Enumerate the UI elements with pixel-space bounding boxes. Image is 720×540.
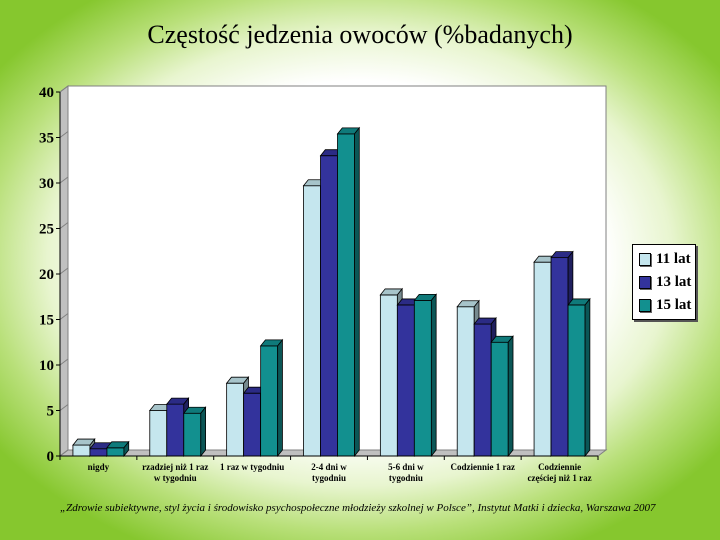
- legend-swatch-15-lat: [639, 298, 651, 312]
- bar-side: [123, 440, 130, 458]
- y-grid-stub: [59, 404, 69, 411]
- legend-swatch-11-lat: [639, 252, 651, 266]
- bar-side: [200, 406, 206, 458]
- bar-front: [396, 304, 415, 457]
- bar-15-lat-3: [336, 126, 361, 458]
- legend-item-15-lat: 15 lat: [639, 295, 691, 315]
- bars-group: [72, 126, 591, 458]
- y-tick-label: 10: [39, 358, 54, 374]
- y-grid-stub: [59, 85, 69, 93]
- x-category-label: 5-6 dni w: [388, 462, 424, 472]
- bar-front: [413, 299, 432, 457]
- bar-side: [354, 126, 360, 458]
- bar-front: [106, 447, 125, 457]
- bar-side: [430, 293, 437, 458]
- bar-front: [490, 341, 509, 457]
- legend-item-13-lat: 13 lat: [639, 272, 691, 292]
- bar-side: [584, 297, 591, 458]
- bar-front: [473, 323, 492, 457]
- y-grid-stub: [59, 222, 69, 229]
- legend-label-15-lat: 15 lat: [656, 296, 692, 313]
- x-category-label: tygodniu: [389, 473, 423, 483]
- bar-front: [166, 403, 185, 457]
- bar-front: [226, 382, 245, 457]
- x-category-label: nigdy: [88, 462, 110, 472]
- x-category-label: rzadziej niż 1 raz: [142, 462, 208, 472]
- bar-front: [456, 306, 475, 457]
- x-category-label: w tygodniu: [154, 473, 197, 483]
- x-category-label: częściej niż 1 raz: [527, 473, 591, 483]
- y-tick-label: 20: [39, 267, 54, 283]
- legend-swatch-13-lat: [639, 275, 651, 289]
- bar-15-lat-2: [259, 338, 284, 458]
- bar-15-lat-1: [182, 406, 207, 458]
- y-tick-label: 15: [39, 313, 54, 329]
- bar-front: [550, 257, 569, 457]
- bar-front: [303, 185, 321, 457]
- y-tick-label: 35: [39, 131, 54, 147]
- y-grid-stub: [59, 267, 69, 275]
- y-grid-stub: [59, 131, 69, 138]
- source-note: „Zdrowie subiektywne, styl życia i środo…: [60, 502, 656, 514]
- x-category-label: 2-4 dni w: [311, 462, 347, 472]
- y-grid-stub: [59, 449, 69, 457]
- y-grid-stub: [59, 176, 69, 184]
- y-grid-stub: [59, 358, 69, 366]
- x-category-label: Codziennie 1 raz: [450, 462, 515, 472]
- bar-front: [72, 444, 91, 457]
- bar-15-lat-4: [413, 293, 437, 458]
- y-tick-label: 0: [47, 449, 55, 465]
- bar-front: [567, 304, 586, 457]
- x-category-label: tygodniu: [312, 473, 346, 483]
- bar-15-lat-0: [106, 440, 130, 458]
- bar-front: [149, 410, 168, 457]
- bar-front: [183, 412, 202, 457]
- bar-front: [533, 261, 552, 457]
- bar-front: [337, 133, 355, 457]
- y-grid-stub: [59, 313, 69, 320]
- bar-front: [260, 345, 279, 457]
- bar-front: [379, 294, 398, 457]
- x-category-label: 1 raz w tygodniu: [220, 462, 284, 472]
- y-axis: 0 5 10 15 20 25 30 35 40: [39, 85, 69, 465]
- legend: 11 lat 13 lat 15 lat: [632, 244, 696, 320]
- bar-side: [507, 335, 514, 458]
- y-tick-label: 30: [39, 176, 54, 192]
- bar-front: [243, 392, 262, 457]
- bar-side: [277, 338, 283, 458]
- x-category-label: Codziennie: [538, 462, 581, 472]
- y-tick-label: 5: [47, 404, 55, 420]
- chart-title: Częstość jedzenia owoców (%badanych): [147, 20, 573, 49]
- legend-label-11-lat: 11 lat: [656, 250, 691, 267]
- y-tick-label: 25: [39, 222, 54, 238]
- legend-label-13-lat: 13 lat: [656, 273, 692, 290]
- bar-front: [320, 155, 338, 457]
- y-tick-label: 40: [39, 85, 54, 101]
- bar-15-lat-6: [567, 297, 591, 458]
- legend-item-11-lat: 11 lat: [639, 249, 691, 269]
- bar-15-lat-5: [490, 335, 514, 458]
- bar-front: [89, 448, 108, 457]
